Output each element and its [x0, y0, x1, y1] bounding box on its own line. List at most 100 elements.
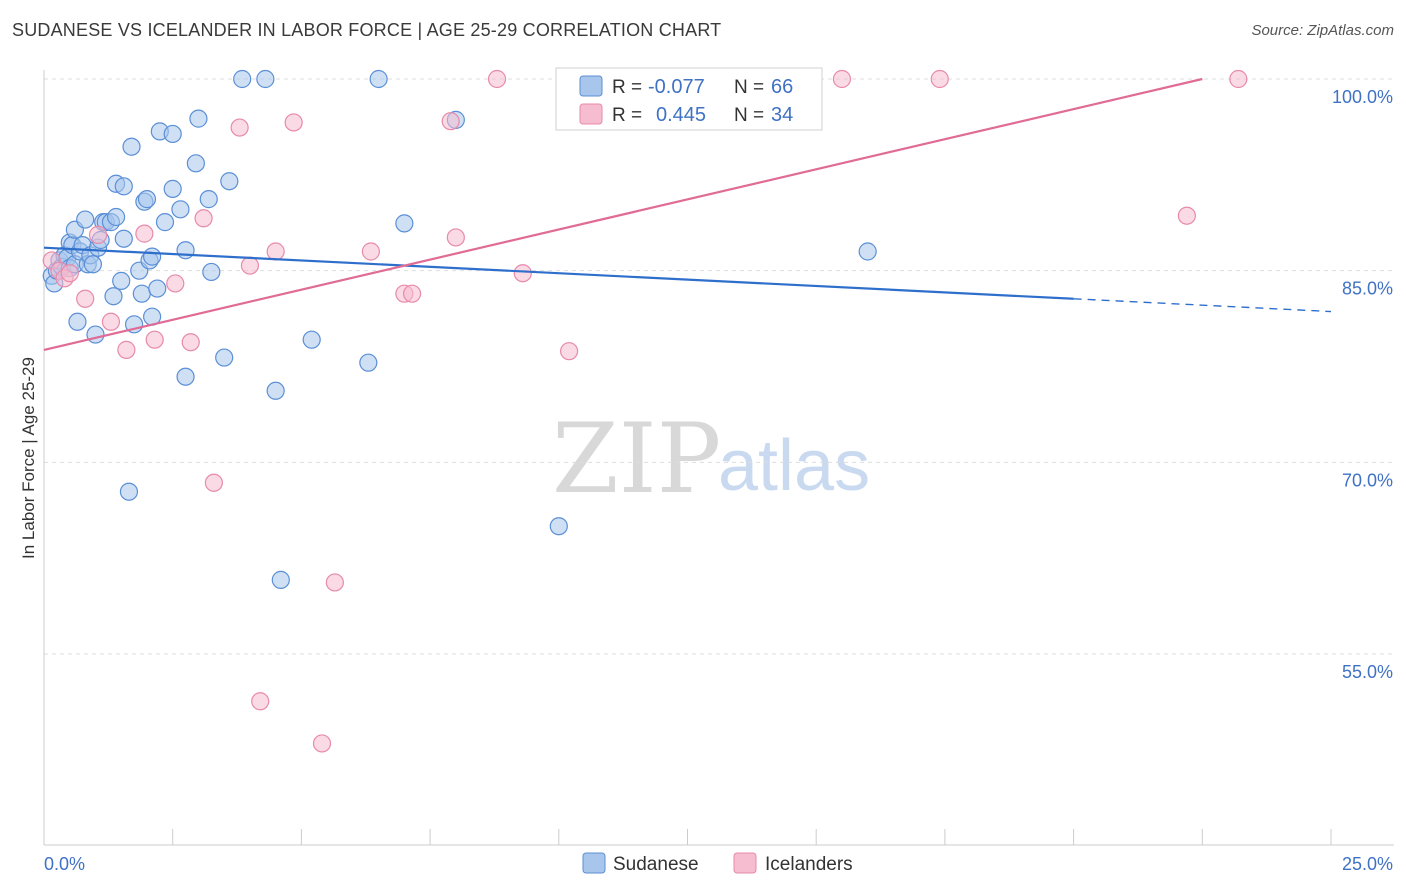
icelanders-point-10	[166, 274, 185, 293]
icelanders-point-20	[325, 573, 344, 592]
legend-r-value-icelanders: 0.445	[656, 104, 706, 126]
sudanese-point-35	[132, 284, 151, 303]
sudanese-point-56	[256, 69, 275, 89]
watermark-atlas: atlas	[718, 426, 870, 506]
watermark-zip: ZIP	[552, 403, 721, 515]
y-tick-labels: 100.0% 85.0% 70.0% 55.0%	[1332, 87, 1393, 682]
icelanders-point-3	[60, 264, 79, 283]
icelanders-point-13	[204, 473, 223, 492]
legend-n-label-sudanese: N =	[734, 77, 764, 98]
sudanese-point-49	[186, 154, 205, 173]
icelanders-point-9	[145, 330, 164, 349]
legend-swatch-sudanese	[579, 75, 603, 97]
bottom-legend-icelanders: Icelanders	[765, 854, 853, 875]
sudanese-point-18	[83, 255, 103, 274]
icelanders-point-21	[361, 242, 380, 261]
icelanders-point-31	[930, 69, 949, 89]
icelanders-point-16	[251, 692, 270, 711]
sudanese-trend-extension	[1073, 298, 1332, 313]
sudanese-point-37	[137, 190, 157, 209]
sudanese-point-40	[143, 247, 162, 266]
chart-title: SUDANESE VS ICELANDER IN LABOR FORCE | A…	[12, 20, 722, 40]
bottom-legend-swatch-sudanese	[582, 852, 606, 874]
sudanese-point-50	[189, 109, 208, 128]
series-legend: Sudanese Icelanders	[582, 852, 853, 875]
sudanese-point-45	[163, 124, 182, 144]
icelanders-point-32	[1177, 206, 1196, 225]
icelanders-point-14	[230, 118, 249, 137]
icelanders-point-23	[402, 284, 422, 303]
sudanese-point-15	[76, 210, 95, 229]
sudanese-point-60	[359, 353, 378, 372]
gridlines	[44, 78, 1393, 655]
x-tick-label-1: 25.0%	[1342, 854, 1393, 874]
icelanders-point-15	[240, 256, 260, 275]
icelanders-point-33	[1229, 69, 1248, 89]
y-axis-label: In Labor Force | Age 25-29	[19, 357, 38, 559]
bottom-legend-swatch-icelanders	[733, 852, 757, 874]
icelanders-point-5	[88, 225, 108, 244]
icelanders-point-28	[559, 342, 579, 361]
legend-swatch-icelanders	[579, 103, 603, 125]
sudanese-point-58	[271, 570, 290, 589]
icelanders-point-25	[446, 228, 465, 247]
icelanders-trend-line	[43, 77, 1203, 351]
bottom-legend-sudanese: Sudanese	[613, 854, 699, 875]
y-tick-label-3: 55.0%	[1342, 662, 1393, 682]
sudanese-point-62	[395, 214, 414, 233]
sudanese-point-31	[119, 482, 139, 501]
sudanese-point-30	[114, 229, 133, 248]
legend-n-value-sudanese: 66	[771, 76, 793, 98]
sudanese-point-54	[220, 172, 239, 191]
trend-lines	[43, 77, 1332, 351]
correlation-legend: R = -0.077 N = 66 R = 0.445 N = 34	[555, 67, 823, 131]
icelanders-point-6	[101, 312, 121, 331]
sudanese-point-57	[266, 381, 285, 400]
y-tick-label-2: 70.0%	[1342, 470, 1393, 490]
axes	[43, 70, 1394, 846]
source-credit: Source: ZipAtlas.com	[1251, 22, 1394, 39]
legend-r-label-sudanese: R =	[612, 77, 642, 98]
icelanders-point-18	[284, 113, 303, 132]
sudanese-point-19	[86, 325, 105, 344]
icelanders-point-27	[513, 264, 532, 283]
sudanese-point-65	[858, 242, 877, 261]
sudanese-point-59	[302, 330, 321, 349]
legend-r-value-sudanese: -0.077	[648, 76, 705, 98]
icelanders-point-4	[76, 289, 95, 308]
sudanese-points	[42, 69, 877, 589]
icelanders-point-7	[117, 340, 136, 359]
legend-n-label-icelanders: N =	[734, 105, 764, 126]
icelanders-point-24	[441, 112, 460, 131]
sudanese-point-41	[148, 279, 167, 298]
sudanese-point-29	[114, 177, 133, 196]
sudanese-point-52	[202, 262, 221, 282]
x-tick-label-0: 0.0%	[44, 854, 85, 874]
sudanese-point-51	[199, 190, 218, 209]
y-tick-label-0: 100.0%	[1332, 87, 1393, 107]
sudanese-point-12	[68, 312, 87, 331]
sudanese-point-64	[549, 517, 568, 536]
icelanders-points	[42, 69, 1248, 753]
legend-r-label-icelanders: R =	[612, 105, 642, 126]
sudanese-trend-line	[43, 246, 1074, 300]
icelanders-point-19	[312, 734, 332, 753]
sudanese-point-47	[176, 367, 195, 386]
sudanese-point-43	[155, 213, 175, 232]
sudanese-point-44	[163, 179, 182, 198]
icelanders-point-26	[487, 69, 507, 89]
sudanese-point-28	[112, 271, 131, 290]
legend-n-value-icelanders: 34	[771, 104, 793, 126]
x-tick-labels: 0.0% 25.0%	[44, 854, 1393, 874]
sudanese-point-48	[176, 241, 195, 260]
sudanese-point-61	[369, 69, 388, 89]
sudanese-point-55	[233, 69, 252, 89]
sudanese-point-53	[215, 348, 234, 367]
y-tick-label-1: 85.0%	[1342, 279, 1393, 299]
icelanders-point-17	[266, 242, 285, 261]
sudanese-point-25	[104, 287, 123, 306]
icelanders-point-8	[135, 224, 154, 243]
sudanese-point-32	[122, 137, 141, 156]
sudanese-point-26	[106, 207, 126, 227]
